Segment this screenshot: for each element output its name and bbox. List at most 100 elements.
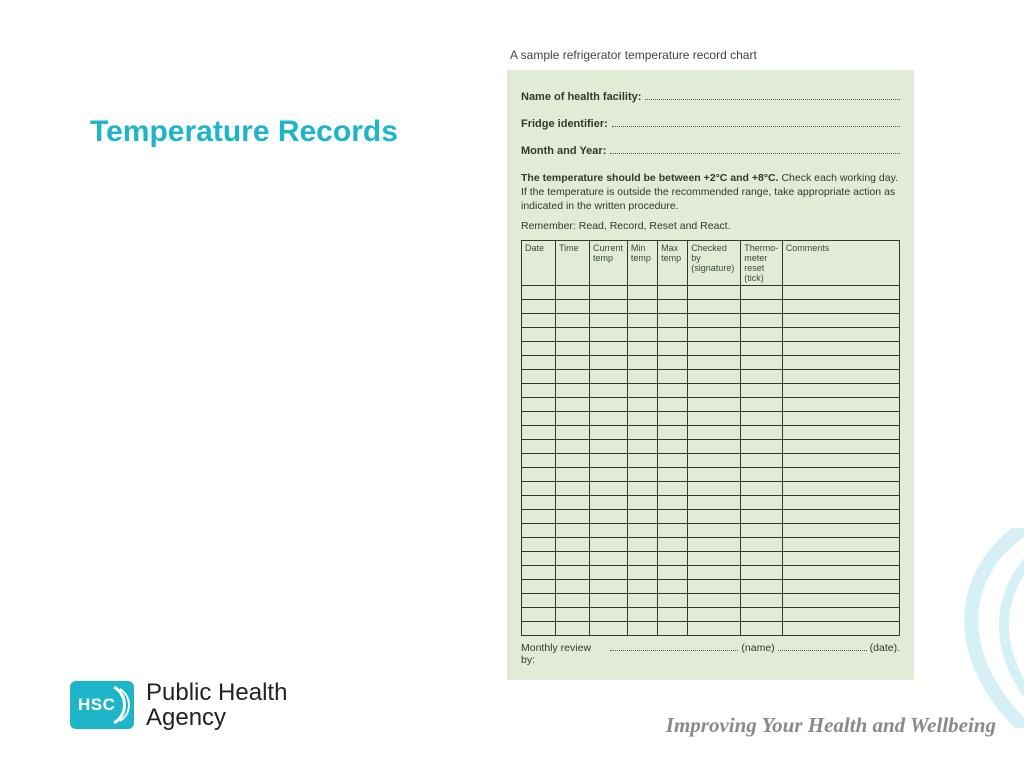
table-cell xyxy=(556,537,590,551)
table-row xyxy=(522,495,900,509)
table-cell xyxy=(658,299,688,313)
table-cell xyxy=(658,523,688,537)
review-name-line xyxy=(610,642,738,651)
table-cell xyxy=(522,327,556,341)
table-cell xyxy=(658,467,688,481)
table-cell xyxy=(658,355,688,369)
table-cell xyxy=(590,509,628,523)
table-cell xyxy=(590,537,628,551)
table-cell xyxy=(627,285,657,299)
table-cell xyxy=(782,439,899,453)
fridge-field: Fridge identifier: xyxy=(521,117,900,130)
table-cell xyxy=(522,551,556,565)
table-cell xyxy=(522,495,556,509)
table-cell xyxy=(782,565,899,579)
table-cell xyxy=(741,551,783,565)
table-cell xyxy=(627,523,657,537)
table-cell xyxy=(741,369,783,383)
table-cell xyxy=(556,593,590,607)
table-row xyxy=(522,439,900,453)
table-cell xyxy=(782,383,899,397)
table-row xyxy=(522,383,900,397)
table-cell xyxy=(522,439,556,453)
table-cell xyxy=(522,425,556,439)
table-cell xyxy=(782,537,899,551)
table-cell xyxy=(556,439,590,453)
table-cell xyxy=(658,509,688,523)
table-cell xyxy=(688,369,741,383)
table-cell xyxy=(590,579,628,593)
table-cell xyxy=(556,551,590,565)
table-cell xyxy=(556,607,590,621)
form-caption: A sample refrigerator temperature record… xyxy=(510,48,757,62)
table-cell xyxy=(590,327,628,341)
table-cell xyxy=(627,369,657,383)
table-cell xyxy=(658,481,688,495)
table-cell xyxy=(522,341,556,355)
table-cell xyxy=(741,607,783,621)
table-cell xyxy=(627,481,657,495)
table-cell xyxy=(590,453,628,467)
table-cell xyxy=(782,453,899,467)
table-column-header: Checked by (signature) xyxy=(688,240,741,285)
table-cell xyxy=(522,467,556,481)
table-cell xyxy=(782,523,899,537)
table-cell xyxy=(688,621,741,635)
table-cell xyxy=(741,565,783,579)
table-cell xyxy=(590,565,628,579)
table-cell xyxy=(688,509,741,523)
tagline-text: Improving Your Health and Wellbeing xyxy=(666,713,996,738)
table-cell xyxy=(688,551,741,565)
table-cell xyxy=(627,621,657,635)
table-cell xyxy=(688,397,741,411)
month-field: Month and Year: xyxy=(521,144,900,157)
table-cell xyxy=(590,397,628,411)
table-row xyxy=(522,565,900,579)
table-cell xyxy=(782,481,899,495)
table-cell xyxy=(782,411,899,425)
table-cell xyxy=(627,607,657,621)
table-cell xyxy=(741,285,783,299)
table-cell xyxy=(556,299,590,313)
table-cell xyxy=(658,341,688,355)
table-cell xyxy=(688,383,741,397)
table-cell xyxy=(627,383,657,397)
table-cell xyxy=(782,579,899,593)
swirl-decoration-icon xyxy=(884,528,1024,728)
logo-line-2: Agency xyxy=(146,705,287,730)
table-cell xyxy=(522,299,556,313)
table-cell xyxy=(688,467,741,481)
table-row xyxy=(522,509,900,523)
table-header-row: DateTimeCurrent tempMin tempMax tempChec… xyxy=(522,240,900,285)
table-cell xyxy=(522,593,556,607)
table-cell xyxy=(522,383,556,397)
table-cell xyxy=(556,523,590,537)
table-row xyxy=(522,341,900,355)
table-cell xyxy=(627,313,657,327)
table-cell xyxy=(688,523,741,537)
table-cell xyxy=(741,397,783,411)
table-cell xyxy=(556,327,590,341)
table-cell xyxy=(556,481,590,495)
table-cell xyxy=(627,425,657,439)
table-cell xyxy=(590,355,628,369)
table-cell xyxy=(741,481,783,495)
table-cell xyxy=(556,509,590,523)
table-cell xyxy=(741,341,783,355)
table-cell xyxy=(658,369,688,383)
table-cell xyxy=(658,425,688,439)
table-cell xyxy=(741,383,783,397)
table-row xyxy=(522,327,900,341)
table-cell xyxy=(688,411,741,425)
table-cell xyxy=(782,341,899,355)
table-cell xyxy=(522,509,556,523)
table-cell xyxy=(556,355,590,369)
table-cell xyxy=(522,523,556,537)
table-row xyxy=(522,313,900,327)
month-dotted-line xyxy=(610,144,900,154)
table-cell xyxy=(658,607,688,621)
table-cell xyxy=(556,383,590,397)
table-cell xyxy=(590,621,628,635)
table-cell xyxy=(590,467,628,481)
table-row xyxy=(522,299,900,313)
